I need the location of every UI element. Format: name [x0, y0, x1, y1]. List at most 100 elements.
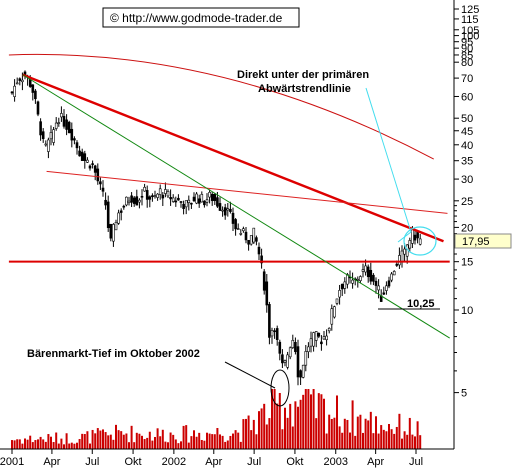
volume-bar — [419, 435, 422, 449]
volume-bar — [260, 408, 263, 449]
volume-bar — [50, 436, 52, 449]
y-tick-label: 35 — [461, 156, 473, 168]
volume-bar — [55, 432, 58, 449]
y-tick-label: 10 — [461, 305, 473, 317]
price-bar — [257, 246, 261, 255]
price-bar — [301, 364, 305, 378]
volume-bar — [291, 426, 294, 449]
volume-bar — [388, 423, 390, 449]
price-bar — [262, 271, 266, 291]
volume-bar — [414, 436, 416, 449]
price-bar — [15, 82, 19, 85]
price-bar — [296, 346, 300, 378]
volume-bar — [91, 429, 94, 449]
price-bar — [130, 195, 133, 203]
y-tick-label: 70 — [461, 73, 473, 85]
price-bar — [320, 341, 323, 345]
x-tick-label: 2002 — [162, 456, 186, 468]
volume-bar — [76, 442, 78, 449]
price-bar — [106, 201, 110, 228]
y-tick-label: 20 — [461, 222, 473, 234]
volume-bar — [226, 440, 229, 449]
price-bar — [343, 281, 347, 289]
trendline-red-thin-lower — [46, 170, 448, 214]
volume-bar — [224, 441, 227, 449]
price-bar — [70, 128, 74, 141]
price-bar — [91, 163, 94, 165]
price-bar — [418, 238, 422, 245]
volume-bar — [89, 443, 91, 449]
price-bar — [294, 342, 297, 352]
volume-bar — [138, 433, 141, 449]
y-tick-label: 100 — [461, 31, 479, 43]
y-tick-label: 85 — [461, 50, 473, 62]
volume-bar — [351, 400, 354, 449]
volume-bar — [299, 399, 302, 449]
price-bar — [88, 165, 92, 169]
volume-bar — [104, 432, 107, 449]
price-bar — [132, 197, 136, 204]
volume-bar — [141, 435, 143, 449]
price-bar — [39, 121, 42, 136]
price-bar — [208, 192, 211, 198]
volume-bar — [99, 430, 102, 449]
price-bar — [127, 200, 131, 204]
volume-bar — [289, 403, 292, 449]
price-bar — [249, 235, 253, 245]
volume-bar — [252, 419, 255, 449]
price-bar — [244, 231, 248, 241]
price-bar — [234, 219, 237, 230]
volume-bar — [193, 430, 195, 449]
last-value-box — [454, 233, 512, 249]
price-bar — [49, 132, 53, 140]
cyan-highlight-ellipse — [403, 226, 437, 256]
volume-bar — [382, 429, 385, 449]
volume-bar — [403, 431, 406, 449]
volume-bar — [200, 439, 203, 449]
price-bar — [247, 239, 250, 245]
volume-bar — [315, 418, 318, 449]
volume-bar — [34, 440, 37, 449]
volume-bar — [239, 441, 242, 449]
volume-bar — [133, 442, 136, 449]
price-bar — [140, 195, 144, 198]
price-bar — [151, 195, 154, 198]
volume-bar — [362, 432, 364, 449]
price-bar — [231, 212, 235, 224]
axes — [0, 0, 455, 450]
price-bar — [411, 229, 414, 244]
price-bar — [109, 223, 113, 239]
volume-bar — [343, 418, 346, 449]
volume-bar — [37, 439, 39, 449]
y-tick-label: 80 — [461, 57, 473, 69]
price-bar — [44, 143, 48, 146]
volume-bar — [94, 433, 97, 449]
volume-bar — [31, 442, 34, 449]
price-bar — [239, 233, 243, 235]
price-bar — [330, 308, 334, 325]
price-bar — [138, 199, 141, 203]
price-bar — [99, 181, 102, 185]
volume-bar — [294, 401, 297, 449]
annotation-bear-low: Bärenmarkt-Tief im Oktober 2002 — [27, 348, 200, 360]
volume-bar — [24, 438, 26, 449]
volume-bar — [16, 439, 19, 449]
volume-bar — [390, 429, 393, 449]
price-bar — [395, 263, 399, 266]
price-bar — [286, 354, 289, 368]
price-bar — [288, 347, 292, 358]
volume-bar — [273, 389, 276, 449]
volume-bar — [70, 442, 73, 449]
price-bar — [223, 207, 227, 216]
volume-bar — [232, 433, 234, 449]
volume-bar — [338, 426, 341, 449]
volume-bar — [42, 439, 45, 449]
price-bar — [161, 194, 165, 199]
x-tick-label: Apr — [43, 456, 60, 468]
price-bar — [52, 129, 55, 143]
price-bar — [268, 304, 271, 338]
price-bar — [145, 190, 149, 200]
volume-bar — [65, 433, 68, 449]
y-tick-label: 40 — [461, 140, 473, 152]
